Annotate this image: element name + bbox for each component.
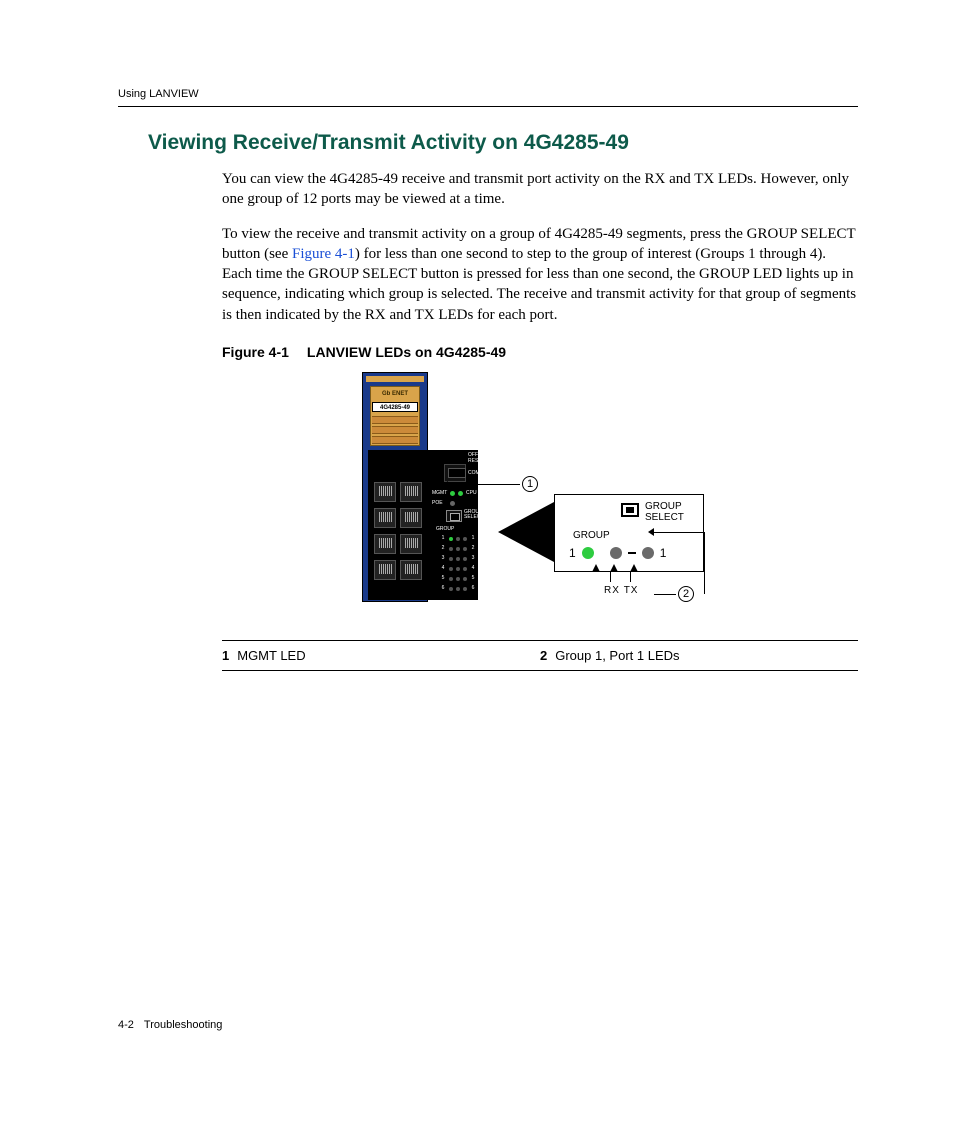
led-row: 44 (440, 566, 476, 572)
mgmt-led (450, 491, 455, 496)
poe-label: POE (432, 500, 443, 507)
device-top-label: Gb ENET (372, 390, 418, 398)
led-row-detail: 1 1 (569, 545, 666, 561)
device-model-label: 4G4285-49 (372, 402, 418, 412)
up-arrow-icon (610, 564, 618, 572)
leader-line (610, 572, 611, 582)
rj45-port (400, 534, 422, 554)
legend-text: MGMT LED (237, 647, 305, 665)
rj45-port (374, 508, 396, 528)
legend-num: 1 (222, 647, 229, 665)
led-detail-callout: GROUP SELECT GROUP 1 1 (554, 494, 704, 572)
leader-line (654, 532, 704, 533)
com-port (444, 464, 466, 482)
rx-tx-labels: RX TX (604, 584, 638, 598)
figure-link[interactable]: Figure 4-1 (292, 246, 355, 262)
tx-led-icon (642, 547, 654, 559)
body-text: You can view the 4G4285-49 receive and t… (222, 169, 858, 671)
cpu-led (458, 491, 463, 496)
group-select-button-icon (446, 510, 462, 522)
rj45-port (374, 534, 396, 554)
offline-label: OFFLINE/ RESET (468, 452, 491, 464)
header-rule (118, 106, 858, 107)
device-diagram: Gb ENET 4G4285-49 OFFLINE/ RESET COM MGM… (362, 372, 482, 602)
led-row: 33 (440, 556, 476, 562)
group-text: GROUP (573, 529, 610, 543)
poe-led (450, 501, 455, 506)
rj45-port (400, 508, 422, 528)
page-footer: 4-2 Troubleshooting (118, 1019, 222, 1031)
mgmt-label: MGMT (432, 490, 447, 497)
legend-num: 2 (540, 647, 547, 665)
legend-item-1: 1 MGMT LED (222, 647, 540, 665)
callout-marker-2: 2 (678, 586, 694, 602)
paragraph-1: You can view the 4G4285-49 receive and t… (222, 169, 858, 210)
leader-line (446, 484, 520, 485)
callout-marker-1: 1 (522, 476, 538, 492)
port-num-left: 1 (569, 545, 576, 561)
slot-bar (372, 416, 418, 424)
zoom-triangle-icon (498, 502, 554, 562)
running-head: Using LANVIEW (118, 88, 858, 100)
led-connector (628, 552, 636, 554)
footer-section: Troubleshooting (144, 1019, 222, 1031)
group-led-icon (582, 547, 594, 559)
cpu-label: CPU (466, 490, 477, 497)
figure-label: Figure 4-1 (222, 344, 289, 360)
com-label: COM (468, 470, 480, 477)
rj45-port (374, 482, 396, 502)
leader-arrowhead (442, 481, 448, 489)
figure-title: LANVIEW LEDs on 4G4285-49 (307, 344, 506, 360)
legend-item-2: 2 Group 1, Port 1 LEDs (540, 647, 858, 665)
led-row: 22 (440, 546, 476, 552)
legend-text: Group 1, Port 1 LEDs (555, 647, 679, 665)
rx-label: RX (604, 585, 620, 596)
section-title: Viewing Receive/Transmit Activity on 4G4… (148, 131, 858, 155)
rj45-port (400, 560, 422, 580)
led-row: 11 (440, 536, 476, 542)
slot-bar (372, 436, 418, 444)
group-select-button-icon (621, 503, 639, 517)
group-select-label: GROUP SELECT (464, 510, 483, 520)
page-number: 4-2 (118, 1019, 134, 1031)
group-select-text: GROUP SELECT (645, 501, 684, 523)
figure-legend: 1 MGMT LED 2 Group 1, Port 1 LEDs (222, 640, 858, 672)
led-row: 66 (440, 586, 476, 592)
rj45-port (400, 482, 422, 502)
paragraph-2: To view the receive and transmit activit… (222, 224, 858, 325)
group-label-small: GROUP (436, 526, 454, 533)
device-black-panel: OFFLINE/ RESET COM MGMT CPU POE GROUP SE… (368, 450, 478, 600)
rj45-port (374, 560, 396, 580)
up-arrow-icon (592, 564, 600, 572)
rx-led-icon (610, 547, 622, 559)
device-top-stripe (366, 376, 424, 382)
slot-bar (372, 426, 418, 434)
leader-line (654, 594, 676, 595)
up-arrow-icon (630, 564, 638, 572)
led-row: 55 (440, 576, 476, 582)
figure-caption: Figure 4-1 LANVIEW LEDs on 4G4285-49 (222, 343, 858, 362)
leader-line (630, 572, 631, 582)
leader-line (704, 532, 705, 594)
port-num-right: 1 (660, 545, 667, 561)
figure-4-1: Gb ENET 4G4285-49 OFFLINE/ RESET COM MGM… (222, 372, 858, 632)
tx-label: TX (624, 585, 639, 596)
